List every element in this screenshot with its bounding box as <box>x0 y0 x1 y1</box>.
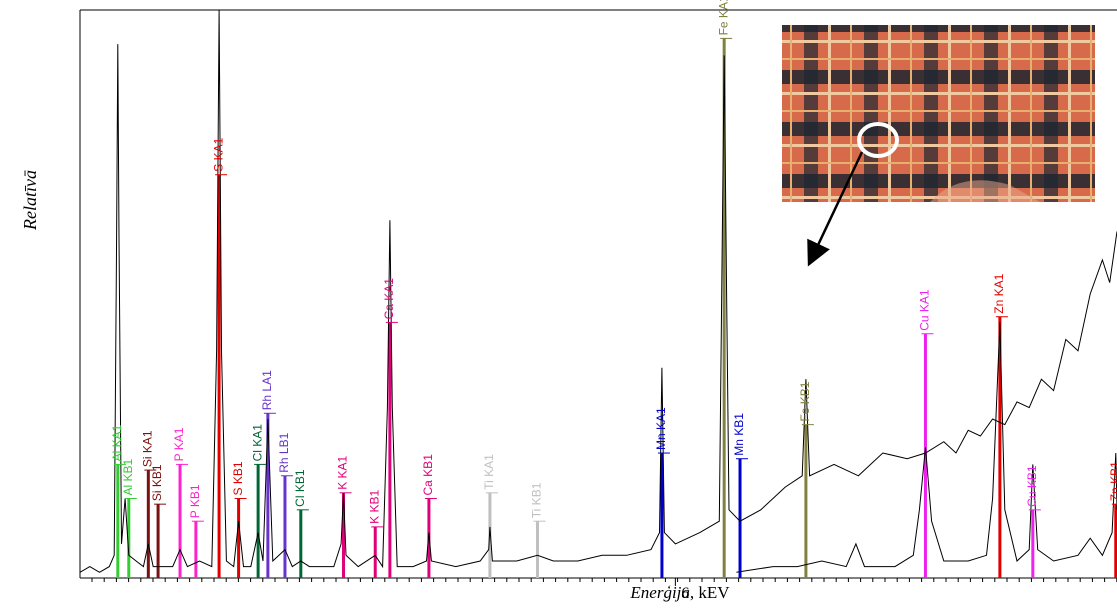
spectrum-line <box>79 9 1117 573</box>
element-bar <box>722 38 726 578</box>
element-bar <box>127 498 131 578</box>
element-label: Ti KB1 <box>530 482 544 518</box>
element-label: Mn KB1 <box>732 413 746 456</box>
element-label: K KA1 <box>336 455 350 489</box>
element-label: Si KA1 <box>140 430 154 467</box>
photo <box>782 25 1095 202</box>
element-bar <box>342 492 346 578</box>
element-bar <box>998 316 1002 578</box>
element-label: S KA1 <box>211 137 225 171</box>
spectrum-line <box>736 322 1117 573</box>
element-bar <box>237 498 241 578</box>
x-axis-label: Enerģija, kEV <box>629 583 730 602</box>
element-label: Al KB1 <box>121 458 135 495</box>
element-label: Cl KB1 <box>293 469 307 507</box>
element-bar <box>156 504 160 578</box>
element-bar <box>266 413 270 578</box>
element-label: Al KA1 <box>110 424 124 461</box>
element-label: Cu KA1 <box>918 289 932 331</box>
element-bar <box>373 526 377 578</box>
y-axis-label: Relatīvā <box>20 170 40 231</box>
element-label: S KB1 <box>231 461 245 495</box>
element-bar <box>116 464 120 578</box>
element-label: Mn KA1 <box>654 407 668 450</box>
arrow <box>807 151 864 267</box>
element-bar <box>256 464 260 578</box>
element-bar <box>738 458 742 578</box>
element-bar <box>804 424 808 578</box>
element-bar <box>299 509 303 578</box>
element-label: Zn KA1 <box>992 273 1006 313</box>
element-label: Ti KA1 <box>482 454 496 490</box>
element-label: Rh LB1 <box>277 432 291 472</box>
element-label: Cl KA1 <box>250 424 264 462</box>
x-axis-label-unit: , kEV <box>690 583 730 602</box>
element-bar <box>388 322 392 578</box>
element-bar <box>217 174 221 578</box>
axes: 6 <box>91 578 1117 602</box>
element-bar <box>660 453 664 578</box>
element-label: Ca KA1 <box>382 278 396 320</box>
photo-circle <box>857 122 899 158</box>
element-bar <box>283 475 287 578</box>
inset-photo <box>782 25 1095 267</box>
element-label: Si KB1 <box>150 464 164 501</box>
element-label: Fe KB1 <box>798 381 812 421</box>
element-bar <box>923 333 927 578</box>
x-tick-label: 6 <box>681 585 689 602</box>
element-bar <box>1114 504 1117 578</box>
element-bar <box>146 470 150 578</box>
element-label: Zn KB1 <box>1108 461 1117 501</box>
x-axis-label-italic: Enerģija <box>629 583 690 602</box>
element-label: P KA1 <box>172 427 186 461</box>
element-label: Cu KB1 <box>1025 465 1039 507</box>
element-label: P KB1 <box>188 484 202 518</box>
plot-frame <box>79 9 1117 579</box>
photo-fold <box>930 180 1040 202</box>
element-bar <box>536 521 539 578</box>
element-label: Rh LA1 <box>260 370 274 410</box>
element-label: Fe KA1 <box>716 0 730 35</box>
element-label: K KB1 <box>367 490 381 524</box>
element-bar <box>194 521 198 578</box>
element-label: Ca KB1 <box>421 454 435 496</box>
spectra <box>79 9 1117 573</box>
element-bar <box>1031 509 1035 578</box>
element-bar <box>178 464 182 578</box>
